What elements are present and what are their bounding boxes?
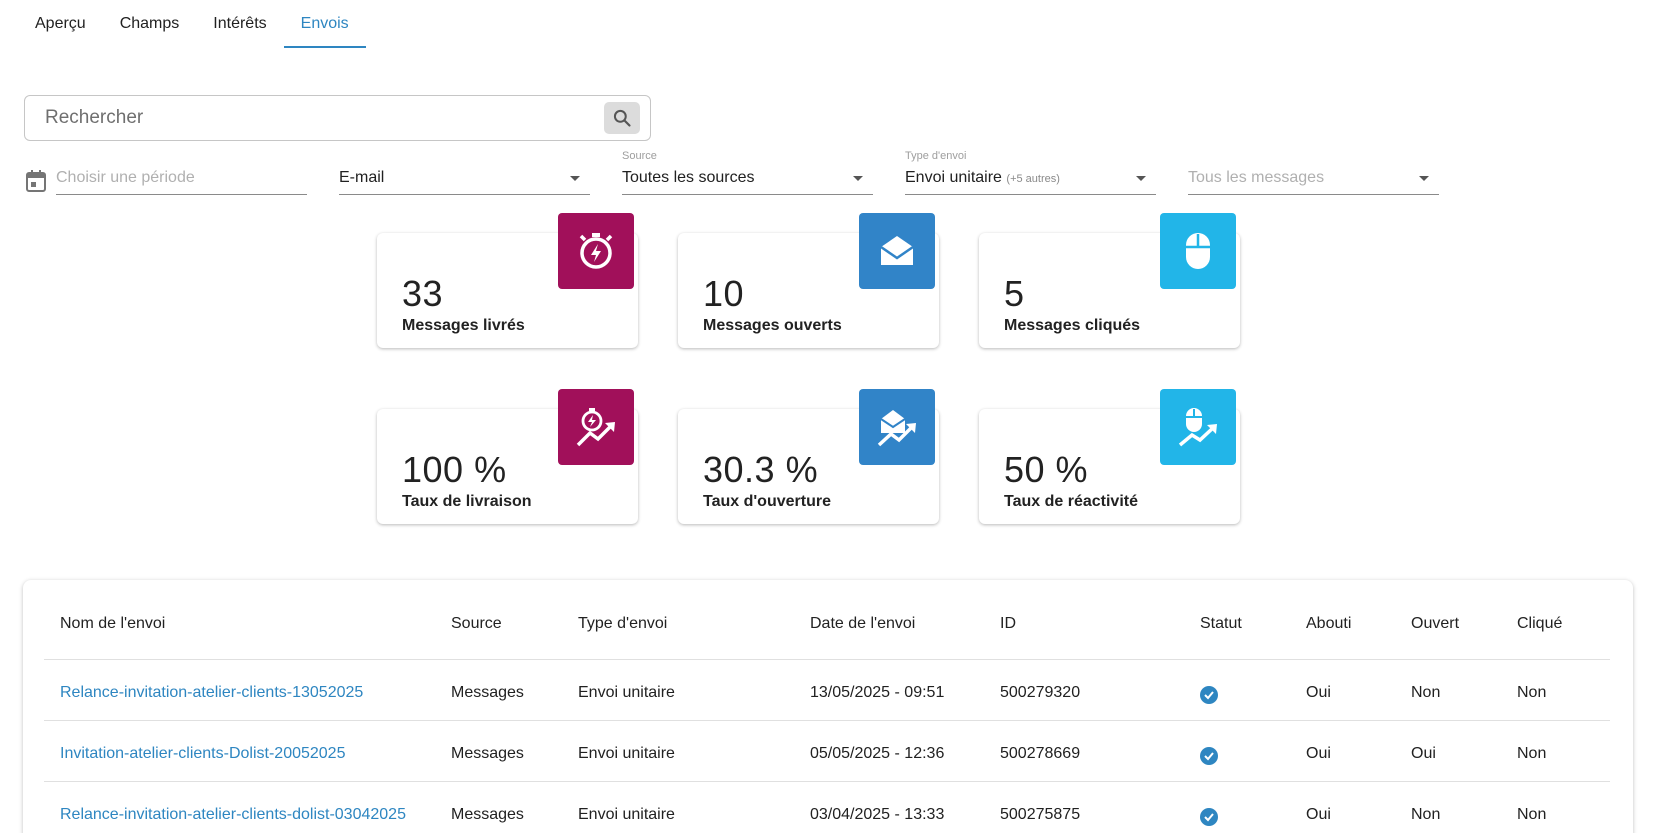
check-circle-icon <box>1200 686 1218 704</box>
source-value: Toutes les sources <box>622 169 755 186</box>
stat-card-reactivity-rate: 50 % Taux de réactivité <box>979 389 1240 524</box>
caret-down-icon <box>1419 176 1429 181</box>
sends-table <box>23 580 1633 833</box>
mouse-icon <box>1186 233 1210 269</box>
send-name-link[interactable]: Invitation-atelier-clients-Dolist-200520… <box>60 745 346 762</box>
stat-value: 33 <box>402 273 444 314</box>
stat-value: 100 % <box>402 449 507 490</box>
caret-down-icon <box>853 176 863 181</box>
stat-icon-box <box>558 213 634 289</box>
stat-card-delivered: 33 Messages livrés <box>377 213 638 348</box>
col-header-type[interactable]: Type d'envoi <box>578 615 668 632</box>
caret-down-icon <box>570 176 580 181</box>
header-divider <box>44 659 1610 660</box>
col-header-date[interactable]: Date de l'envoi <box>810 615 916 632</box>
send-name-link[interactable]: Relance-invitation-atelier-clients-13052… <box>60 684 364 701</box>
cell-abouti: Oui <box>1306 684 1331 701</box>
cell-date: 05/05/2025 - 12:36 <box>810 745 945 762</box>
row-divider <box>44 720 1610 721</box>
cell-ouvert: Non <box>1411 684 1441 701</box>
stat-value: 50 % <box>1004 449 1089 490</box>
tab-interets[interactable]: Intérêts <box>213 15 267 32</box>
caret-down-icon <box>1136 176 1146 181</box>
col-header-source[interactable]: Source <box>451 615 502 632</box>
stopwatch-icon <box>579 233 613 269</box>
cell-abouti: Oui <box>1306 806 1331 823</box>
period-placeholder: Choisir une période <box>56 169 195 186</box>
source-select[interactable]: Source Toutes les sources <box>622 150 873 195</box>
send-type-extra: (+5 autres) <box>1006 173 1060 185</box>
channel-select[interactable]: E-mail <box>339 150 590 195</box>
col-header-ouvert[interactable]: Ouvert <box>1411 615 1460 632</box>
stat-label: Taux de livraison <box>402 493 532 510</box>
cell-date: 03/04/2025 - 13:33 <box>810 806 945 823</box>
search-box <box>24 95 651 141</box>
col-header-name[interactable]: Nom de l'envoi <box>60 615 166 632</box>
send-type-select[interactable]: Type d'envoi Envoi unitaire (+5 autres) <box>905 150 1156 195</box>
messages-select[interactable]: Tous les messages <box>1188 150 1439 195</box>
stat-value: 30.3 % <box>703 449 819 490</box>
cell-id: 500278669 <box>1000 745 1081 762</box>
stat-value: 5 <box>1004 273 1025 314</box>
check-circle-icon <box>1200 808 1218 826</box>
cell-clique: Non <box>1517 684 1547 701</box>
stat-icon-box <box>1160 389 1236 465</box>
stat-label: Messages livrés <box>402 317 525 334</box>
search-button[interactable] <box>604 102 640 134</box>
stat-icon-box <box>859 213 935 289</box>
stat-label: Taux de réactivité <box>1004 493 1138 510</box>
stat-card-delivery-rate: 100 % Taux de livraison <box>377 389 638 524</box>
source-label: Source <box>622 150 657 162</box>
tab-bar: Aperçu Champs Intérêts Envois <box>18 0 366 48</box>
send-type-value: Envoi unitaire <box>905 169 1002 186</box>
stat-label: Messages ouverts <box>703 317 842 334</box>
col-header-status[interactable]: Statut <box>1200 615 1242 632</box>
stat-label: Messages cliqués <box>1004 317 1141 334</box>
stat-icon-box <box>558 389 634 465</box>
stat-value: 10 <box>703 273 745 314</box>
stat-card-clicked: 5 Messages cliqués <box>979 213 1240 348</box>
cell-ouvert: Oui <box>1411 745 1436 762</box>
cell-ouvert: Non <box>1411 806 1441 823</box>
search-icon <box>613 109 631 127</box>
cell-clique: Non <box>1517 806 1547 823</box>
stat-icon-box <box>859 389 935 465</box>
send-type-value-wrap: Envoi unitaire (+5 autres) <box>905 169 1060 187</box>
cell-date: 13/05/2025 - 09:51 <box>810 684 945 701</box>
period-filter[interactable]: Choisir une période <box>56 150 307 195</box>
col-header-abouti[interactable]: Abouti <box>1306 615 1352 632</box>
calendar-icon[interactable] <box>26 170 46 192</box>
cell-abouti: Oui <box>1306 745 1331 762</box>
cell-type: Envoi unitaire <box>578 684 675 701</box>
channel-value: E-mail <box>339 169 385 186</box>
row-divider <box>44 781 1610 782</box>
mouse-trend-icon <box>1178 408 1217 447</box>
stat-card-open-rate: 30.3 % Taux d'ouverture <box>678 389 939 524</box>
envelope-trend-icon <box>877 410 916 447</box>
send-name-link[interactable]: Relance-invitation-atelier-clients-dolis… <box>60 806 406 823</box>
tab-envois[interactable]: Envois <box>283 0 366 48</box>
cell-type: Envoi unitaire <box>578 806 675 823</box>
stat-label: Taux d'ouverture <box>703 493 831 510</box>
envelope-open-icon <box>880 236 914 265</box>
cell-clique: Non <box>1517 745 1547 762</box>
tab-apercu[interactable]: Aperçu <box>35 15 86 32</box>
stopwatch-trend-icon <box>576 408 615 447</box>
stat-icon-box <box>1160 213 1236 289</box>
cell-source: Messages <box>451 745 524 762</box>
messages-placeholder: Tous les messages <box>1188 169 1325 186</box>
cell-source: Messages <box>451 684 524 701</box>
send-type-label: Type d'envoi <box>905 150 967 162</box>
cell-id: 500275875 <box>1000 806 1081 823</box>
check-circle-icon <box>1200 747 1218 765</box>
stat-card-opened: 10 Messages ouverts <box>678 213 939 348</box>
col-header-id[interactable]: ID <box>1000 615 1016 632</box>
cell-source: Messages <box>451 806 524 823</box>
search-input[interactable] <box>45 107 604 129</box>
cell-id: 500279320 <box>1000 684 1081 701</box>
col-header-clique[interactable]: Cliqué <box>1517 615 1563 632</box>
cell-type: Envoi unitaire <box>578 745 675 762</box>
tab-champs[interactable]: Champs <box>119 15 180 32</box>
